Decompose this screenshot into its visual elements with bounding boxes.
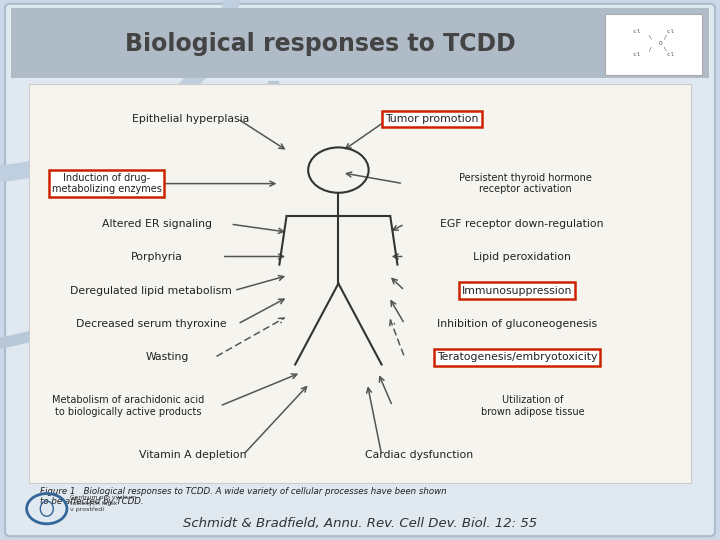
Text: Inhibition of gluconeogenesis: Inhibition of gluconeogenesis	[437, 319, 597, 329]
Text: Porphyria: Porphyria	[131, 252, 183, 261]
Text: Utilization of
brown adipose tissue: Utilization of brown adipose tissue	[481, 395, 585, 417]
Text: Cardiac dysfunction: Cardiac dysfunction	[365, 450, 473, 460]
Text: Teratogenesis/embryotoxicity: Teratogenesis/embryotoxicity	[437, 353, 597, 362]
Text: cl       cl
  \   /
    O
  /   \
cl       cl: cl cl \ / O / \ cl cl	[633, 29, 675, 57]
FancyBboxPatch shape	[29, 84, 691, 483]
Text: Vitamin A depletion: Vitamin A depletion	[139, 450, 247, 460]
Text: Induction of drug-
metabolizing enzymes: Induction of drug- metabolizing enzymes	[52, 173, 161, 194]
Text: EGF receptor down-regulation: EGF receptor down-regulation	[440, 219, 604, 229]
Text: Wasting: Wasting	[146, 353, 189, 362]
FancyBboxPatch shape	[605, 14, 702, 75]
Text: Schmidt & Bradfield, Annu. Rev. Cell Dev. Biol. 12: 55: Schmidt & Bradfield, Annu. Rev. Cell Dev…	[183, 517, 537, 530]
Text: Metabolism of arachidonic acid
to biologically active products: Metabolism of arachidonic acid to biolog…	[52, 395, 204, 417]
Text: Persistent thyroid hormone
receptor activation: Persistent thyroid hormone receptor acti…	[459, 173, 592, 194]
Text: Tumor promotion: Tumor promotion	[385, 114, 479, 124]
Text: Epithelial hyperplasia: Epithelial hyperplasia	[132, 114, 249, 124]
Text: Altered ER signaling: Altered ER signaling	[102, 219, 212, 229]
Text: Deregulated lipid metabolism: Deregulated lipid metabolism	[71, 286, 232, 295]
Text: Biological responses to TCDD: Biological responses to TCDD	[125, 32, 516, 56]
Text: Immunosuppression: Immunosuppression	[462, 286, 572, 295]
Text: Lipid peroxidation: Lipid peroxidation	[473, 252, 571, 261]
FancyBboxPatch shape	[11, 8, 709, 78]
Text: Figure 1   Biological responses to TCDD. A wide variety of cellular processes ha: Figure 1 Biological responses to TCDD. A…	[40, 487, 446, 507]
Text: Centrum pro výzkum
toxických látek
v prostředí: Centrum pro výzkum toxických látek v pro…	[70, 494, 136, 512]
FancyBboxPatch shape	[5, 4, 715, 536]
Text: Decreased serum thyroxine: Decreased serum thyroxine	[76, 319, 227, 329]
